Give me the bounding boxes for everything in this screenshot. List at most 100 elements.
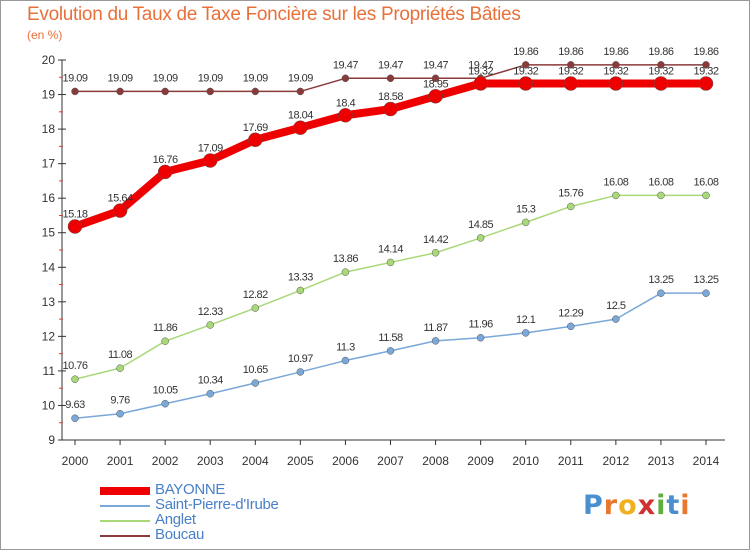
data-point (612, 191, 620, 200)
data-point (161, 399, 169, 408)
data-label: 11.96 (469, 319, 494, 331)
data-point (431, 74, 440, 83)
data-point (386, 258, 395, 267)
data-point (71, 414, 79, 422)
data-point (521, 329, 530, 337)
data-label: 16.08 (648, 176, 673, 188)
data-label: 11.3 (336, 342, 355, 354)
logo-letter: i (656, 490, 667, 521)
legend-swatch (100, 505, 150, 507)
chart-title: Evolution du Taux de Taxe Foncière sur l… (27, 4, 521, 25)
data-label: 10.97 (288, 353, 313, 365)
data-label: 12.29 (558, 307, 583, 319)
y-tick-label: 14 (42, 260, 56, 274)
data-label: 19.47 (468, 59, 493, 71)
x-tick-label: 2005 (287, 454, 314, 468)
data-label: 11.08 (108, 349, 133, 361)
data-point (702, 289, 710, 297)
data-label: 18.04 (288, 110, 313, 122)
data-point (341, 268, 350, 276)
data-point (67, 219, 83, 234)
logo-letter: i (680, 490, 691, 521)
data-label: 19.09 (62, 72, 87, 84)
x-tick-label: 2009 (467, 454, 494, 468)
data-label: 19.09 (243, 72, 268, 84)
data-label: 17.09 (198, 143, 223, 155)
x-tick-label: 2007 (377, 454, 404, 468)
data-point (612, 315, 620, 323)
y-tick-label: 13 (42, 295, 56, 309)
x-tick-label: 2002 (152, 454, 179, 468)
data-label: 19.47 (423, 59, 448, 71)
data-label: 19.32 (558, 65, 583, 77)
data-point (161, 337, 169, 345)
data-point (521, 61, 530, 69)
legend-swatch (100, 520, 150, 522)
x-tick-label: 2010 (512, 454, 539, 468)
data-label: 19.32 (513, 65, 538, 77)
data-label: 13.33 (288, 271, 313, 283)
legend-label: Anglet (155, 511, 196, 528)
y-tick-label: 17 (42, 157, 56, 171)
data-label: 9.76 (110, 395, 130, 407)
data-point (296, 368, 305, 376)
data-point (157, 164, 173, 180)
data-point (251, 379, 260, 387)
y-tick-label: 12 (42, 329, 56, 343)
data-label: 19.86 (603, 46, 628, 58)
legend-item: BAYONNE (100, 481, 360, 498)
x-tick-label: 2008 (422, 454, 449, 468)
x-tick-label: 2012 (603, 454, 630, 468)
data-point (702, 61, 710, 69)
data-point (116, 364, 124, 372)
data-label: 19.86 (513, 46, 538, 58)
x-tick-label: 2006 (332, 454, 359, 468)
data-label: 15.18 (62, 209, 87, 221)
y-tick-label: 20 (42, 53, 56, 67)
x-tick-label: 2004 (242, 454, 269, 468)
data-point (206, 87, 214, 96)
legend-item: Saint-Pierre-d'Irube (100, 496, 360, 513)
data-point (428, 89, 443, 104)
data-point (206, 389, 214, 398)
logo-letter: r (603, 490, 619, 521)
y-tick-label: 9 (48, 433, 55, 447)
data-label: 19.32 (693, 65, 718, 77)
x-tick-label: 2001 (107, 454, 134, 468)
data-point (567, 202, 575, 211)
data-point (608, 76, 624, 91)
data-label: 18.95 (423, 78, 448, 90)
data-point (202, 153, 218, 168)
x-tick-label: 2013 (648, 454, 675, 468)
legend-label: BAYONNE (155, 481, 226, 498)
data-label: 10.34 (198, 375, 223, 387)
data-label: 16.08 (693, 176, 718, 188)
x-tick-label: 2000 (62, 454, 89, 468)
data-point (518, 76, 533, 91)
x-tick-label: 2003 (197, 454, 224, 468)
x-tick-label: 2011 (558, 454, 584, 468)
data-point (386, 347, 395, 355)
data-point (698, 76, 714, 91)
data-label: 19.09 (288, 72, 313, 84)
data-label: 11.86 (153, 322, 178, 334)
legend: BAYONNE Saint-Pierre-d'Irube Anglet Boucau (100, 481, 360, 543)
data-label: 12.1 (516, 314, 536, 326)
legend-label: Saint-Pierre-d'Irube (155, 496, 279, 513)
data-label: 19.47 (333, 59, 358, 71)
data-point (248, 132, 263, 148)
data-label: 19.32 (603, 65, 628, 77)
data-point (296, 87, 305, 96)
data-point (71, 87, 79, 96)
x-tick-label: 2014 (693, 454, 720, 468)
data-label: 12.82 (243, 289, 268, 301)
data-point (476, 333, 485, 342)
legend-label: Boucau (155, 526, 205, 543)
data-point (657, 61, 665, 69)
data-point (338, 108, 353, 123)
data-label: 9.63 (65, 399, 85, 411)
data-point (657, 289, 665, 297)
data-label: 19.09 (198, 72, 223, 84)
logo-letter: t (666, 490, 681, 521)
data-label: 19.32 (648, 65, 673, 77)
